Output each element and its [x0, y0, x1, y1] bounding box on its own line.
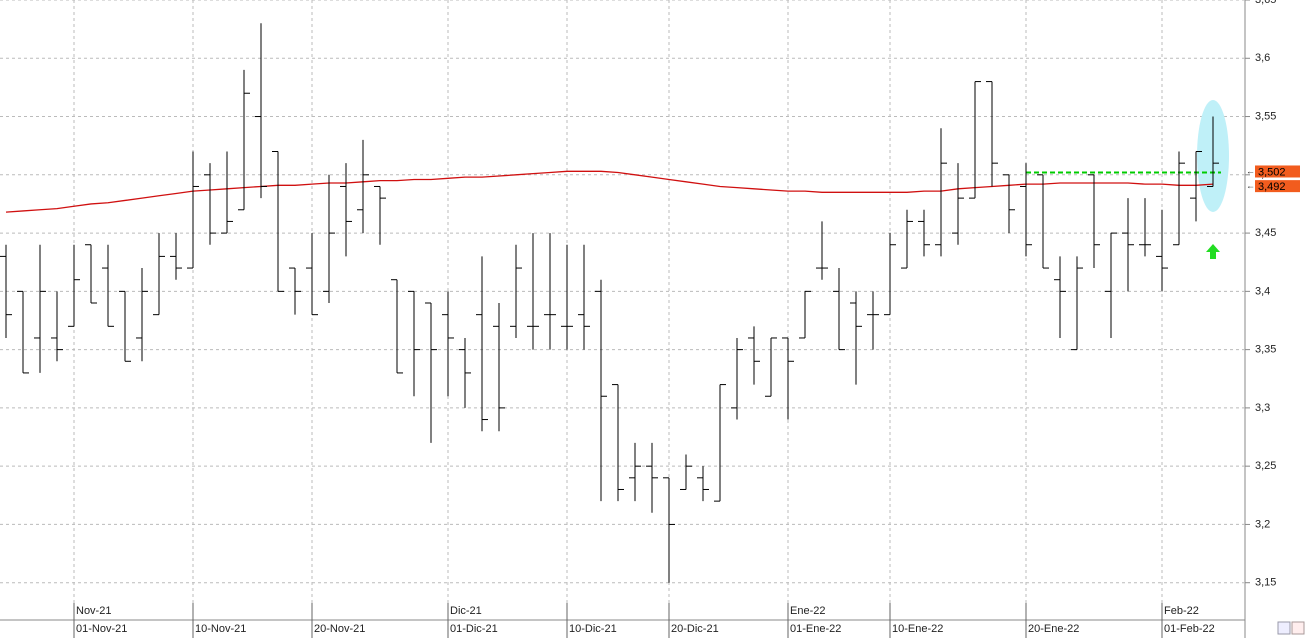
y-tick-label: 3,3 [1255, 402, 1270, 414]
x-tick-label: 10-Nov-21 [195, 623, 246, 635]
month-label: Nov-21 [76, 605, 111, 617]
up-arrow [1206, 244, 1220, 259]
price-mark-arrow: ← [1246, 166, 1255, 176]
x-tick-label: 20-Ene-22 [1028, 623, 1079, 635]
y-tick-label: 3,65 [1255, 0, 1276, 6]
price-mark [1255, 180, 1300, 193]
price-mark [1255, 165, 1300, 178]
moving-average [5, 170, 1214, 213]
icon [1291, 621, 1305, 635]
x-tick-label: 01-Feb-22 [1164, 623, 1215, 635]
price-mark-arrow: ← [1246, 181, 1255, 191]
x-tick-label: 01-Dic-21 [450, 623, 498, 635]
x-tick-label: 10-Dic-21 [569, 623, 617, 635]
month-label: Feb-22 [1164, 605, 1199, 617]
price-mark-label: 3,492 [1258, 181, 1286, 193]
x-tick-label: 01-Nov-21 [76, 623, 127, 635]
x-tick-label: 01-Ene-22 [790, 623, 841, 635]
x-tick-label: 20-Dic-21 [671, 623, 719, 635]
price-mark-label: 3,502 [1258, 166, 1286, 178]
y-tick-label: 3,35 [1255, 344, 1276, 356]
y-tick-label: 3,55 [1255, 110, 1276, 122]
y-tick-label: 3,2 [1255, 518, 1270, 530]
x-tick-label: 20-Nov-21 [314, 623, 365, 635]
y-tick-label: 3,45 [1255, 227, 1276, 239]
x-tick-label: 10-Ene-22 [892, 623, 943, 635]
y-tick-label: 3,15 [1255, 577, 1276, 589]
y-tick-label: 3,25 [1255, 460, 1276, 472]
y-tick-label: 3,4 [1255, 285, 1270, 297]
month-label: Dic-21 [450, 605, 482, 617]
month-label: Ene-22 [790, 605, 825, 617]
y-tick-label: 3,6 [1255, 52, 1270, 64]
icon [1277, 621, 1291, 635]
